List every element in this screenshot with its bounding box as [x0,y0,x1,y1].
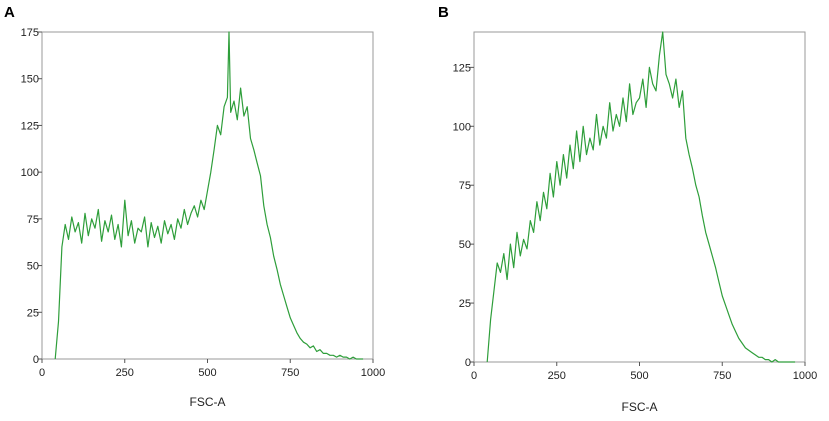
y-tick-label-b-3: 75 [459,180,471,192]
x-tick-label-b-2: 500 [630,370,648,382]
y-tick-label-a-4: 100 [21,167,39,179]
y-tick-label-b-5: 125 [453,62,471,74]
histogram-panel-b: 0 250 500 750 1000 0 25 50 75 100 125 FSC-A [453,31,818,414]
x-tick-label-b-3: 750 [713,370,731,382]
x-axis-label-b: FSC-A [622,400,658,414]
y-tick-label-a-2: 50 [27,261,39,273]
axis-ticks-b: 0 250 500 750 1000 0 25 50 75 100 125 [453,62,818,382]
y-tick-label-a-6: 150 [21,74,39,86]
plot-frame-b [473,31,806,363]
histogram-panel-a: 0 250 500 750 1000 0 25 50 75 100 125 150 175 FSC-A [21,27,386,409]
x-tick-label-a-4: 1000 [361,367,385,379]
y-tick-label-b-0: 0 [465,357,471,369]
y-tick-label-a-7: 175 [21,27,39,39]
y-tick-label-a-1: 25 [27,307,39,319]
y-tick-label-a-0: 0 [33,354,39,366]
y-tick-label-b-2: 50 [459,239,471,251]
x-tick-label-b-0: 0 [471,370,477,382]
y-tick-label-a-3: 75 [27,214,39,226]
x-tick-label-b-1: 250 [548,370,566,382]
x-axis-label-a: FSC-A [190,395,226,409]
x-tick-label-a-0: 0 [39,367,45,379]
x-tick-label-a-2: 500 [198,367,216,379]
y-tick-label-b-4: 100 [453,121,471,133]
panel-label-a: A [4,4,15,21]
histogram-line-a [54,31,364,360]
x-tick-label-a-1: 250 [116,367,134,379]
y-tick-label-b-1: 25 [459,298,471,310]
x-tick-label-b-4: 1000 [793,370,817,382]
axis-ticks-a: 0 250 500 750 1000 0 25 50 75 100 125 150 175 [21,27,386,379]
x-tick-label-a-3: 750 [281,367,299,379]
histogram-line-b [486,31,796,363]
y-tick-label-a-5: 125 [21,120,39,132]
plot-frame-a [41,31,374,360]
panel-label-b: B [438,4,449,21]
